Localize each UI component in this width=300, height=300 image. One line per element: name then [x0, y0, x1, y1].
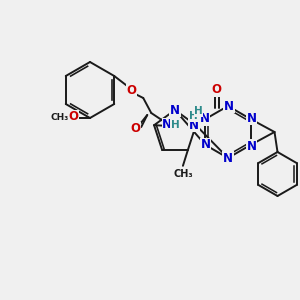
Text: N: N: [200, 139, 211, 152]
Text: CH₃: CH₃: [173, 169, 193, 179]
Text: O: O: [126, 83, 136, 97]
Text: O: O: [68, 110, 78, 124]
Text: CH₃: CH₃: [51, 112, 69, 122]
Text: O: O: [212, 83, 222, 96]
Text: N: N: [189, 119, 199, 132]
Text: N: N: [170, 103, 180, 116]
Text: H: H: [189, 111, 198, 121]
Text: O: O: [130, 122, 140, 136]
Text: H: H: [171, 120, 180, 130]
Text: N: N: [247, 140, 256, 152]
Text: N: N: [162, 118, 172, 131]
Text: N: N: [247, 112, 256, 124]
Text: N: N: [200, 112, 209, 125]
Text: H: H: [194, 106, 203, 116]
Text: N: N: [223, 152, 233, 164]
Text: N: N: [224, 100, 234, 112]
